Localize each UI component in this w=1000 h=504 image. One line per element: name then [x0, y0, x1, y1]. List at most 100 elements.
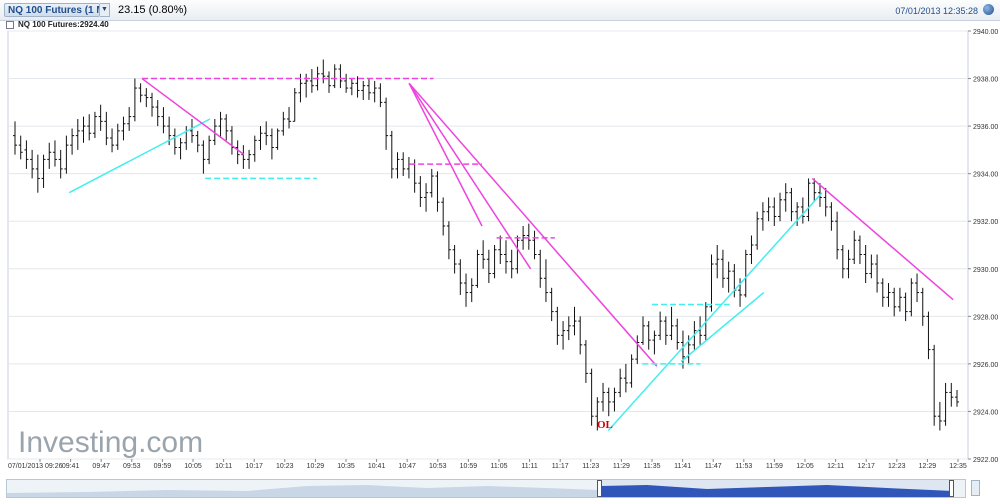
ohlc-bar: [355, 76, 360, 98]
ohlc-bar: [503, 240, 508, 274]
x-tick-label: 09:59: [154, 463, 172, 470]
ohlc-bar: [783, 183, 788, 212]
ohlc-bar: [601, 382, 606, 412]
ohlc-bar: [943, 382, 948, 426]
instrument-selector[interactable]: NQ 100 Futures (1 Mi...: [4, 3, 100, 17]
ohlc-bar: [857, 235, 862, 265]
ohlc-bar: [201, 140, 206, 174]
magenta-trendline: [141, 77, 245, 156]
ohlc-bar: [549, 287, 554, 322]
x-tick-label: 10:17: [245, 463, 263, 470]
ohlc-bar: [58, 149, 63, 179]
ohlc-bar: [909, 278, 914, 317]
datetime-display: 07/01/2013 12:35:28: [895, 6, 978, 16]
ohlc-bar: [955, 390, 959, 407]
ohlc-bar: [127, 107, 132, 131]
ohlc-bar: [469, 278, 474, 303]
x-tick-label: 07/01/2013 09:26: [8, 463, 63, 470]
ohlc-bar: [663, 316, 668, 345]
ohlc-bar: [566, 316, 571, 341]
ohlc-bar: [424, 183, 429, 212]
ohlc-bar: [195, 130, 200, 153]
ohlc-bar: [338, 64, 343, 89]
ohlc-bar: [755, 211, 760, 250]
x-tick-label: 11:05: [491, 463, 508, 470]
ohlc-bar: [920, 287, 925, 326]
price-change: 23.15 (0.80%): [118, 4, 188, 16]
ohlc-bar: [509, 249, 514, 279]
ohlc-bar: [623, 363, 628, 393]
ohlc-bar: [932, 344, 937, 426]
ohlc-bar: [98, 104, 103, 131]
ohlc-bar: [532, 230, 537, 260]
ohlc-bar: [349, 78, 354, 96]
ohlc-bar: [344, 73, 349, 93]
ohlc-bar: [823, 187, 828, 217]
ohlc-bar: [915, 273, 920, 303]
ohlc-bar: [561, 321, 566, 350]
ohlc-bar: [903, 292, 908, 322]
ohlc-bar: [150, 92, 155, 117]
ohlc-bar: [949, 382, 954, 407]
ohlc-bar: [435, 171, 440, 212]
navigator-area: [7, 485, 597, 497]
ohlc-bar: [743, 249, 748, 298]
collapse-icon[interactable]: [6, 21, 14, 29]
magenta-trendline: [408, 82, 532, 270]
x-tick-label: 11:17: [552, 463, 569, 470]
ohlc-bar: [64, 135, 69, 174]
y-tick-label: 2932.00: [973, 219, 998, 226]
ohlc-bar: [275, 128, 280, 150]
ohlc-bar: [429, 168, 434, 198]
magenta-trendline: [408, 82, 483, 227]
x-tick-label: 09:47: [92, 463, 110, 470]
navigator-handle-right[interactable]: [949, 480, 954, 497]
x-tick-label: 12:05: [796, 463, 814, 470]
x-tick-label: 10:59: [460, 463, 478, 470]
ohlc-bar: [110, 128, 115, 153]
ohlc-bar: [104, 111, 109, 146]
ohlc-bar: [30, 149, 35, 179]
ohlc-bar: [309, 69, 314, 93]
navigator-scroll-button[interactable]: [971, 480, 980, 496]
ohlc-bar: [680, 330, 685, 369]
ohlc-bar: [366, 78, 371, 100]
ohlc-bar: [184, 126, 189, 150]
x-tick-label: 12:35: [949, 463, 967, 470]
x-tick-label: 11:35: [644, 463, 661, 470]
y-tick-label: 2928.00: [973, 314, 998, 321]
ohlc-bar: [418, 176, 423, 207]
x-tick-label: 10:05: [184, 463, 202, 470]
ohlc-bar: [526, 223, 531, 250]
ohlc-bar: [778, 192, 783, 222]
info-bar: NQ 100 Futures:2924.40: [0, 20, 1000, 31]
chart-navigator[interactable]: [6, 479, 966, 498]
ohlc-bar: [498, 235, 503, 265]
ohlc-bar: [47, 142, 52, 169]
x-tick-label: 11:11: [521, 463, 538, 470]
navigator-handle-left[interactable]: [597, 480, 602, 497]
x-tick-label: 10:47: [398, 463, 416, 470]
ohlc-bar: [361, 80, 366, 100]
ohlc-bar: [709, 254, 714, 312]
ohlc-bar: [281, 111, 286, 136]
ohlc-bar: [321, 59, 326, 84]
chevron-down-icon[interactable]: ▼: [100, 3, 110, 17]
globe-icon[interactable]: [983, 4, 994, 15]
ohlc-bar: [481, 240, 486, 269]
ohlc-bar: [543, 259, 548, 303]
ohlc-bar: [378, 83, 383, 108]
x-tick-label: 11:41: [674, 463, 691, 470]
y-tick-label: 2936.00: [973, 124, 998, 131]
ohlc-bar: [475, 249, 480, 288]
ohlc-bar: [766, 197, 771, 222]
ohlc-bar: [264, 121, 269, 146]
ohlc-bar: [70, 128, 75, 155]
ohlc-bar: [789, 187, 794, 222]
ohlc-bar: [372, 80, 377, 103]
x-tick-label: 10:35: [337, 463, 355, 470]
ohlc-bar: [35, 154, 40, 193]
y-tick-label: 2930.00: [973, 267, 998, 274]
x-tick-label: 10:29: [307, 463, 325, 470]
